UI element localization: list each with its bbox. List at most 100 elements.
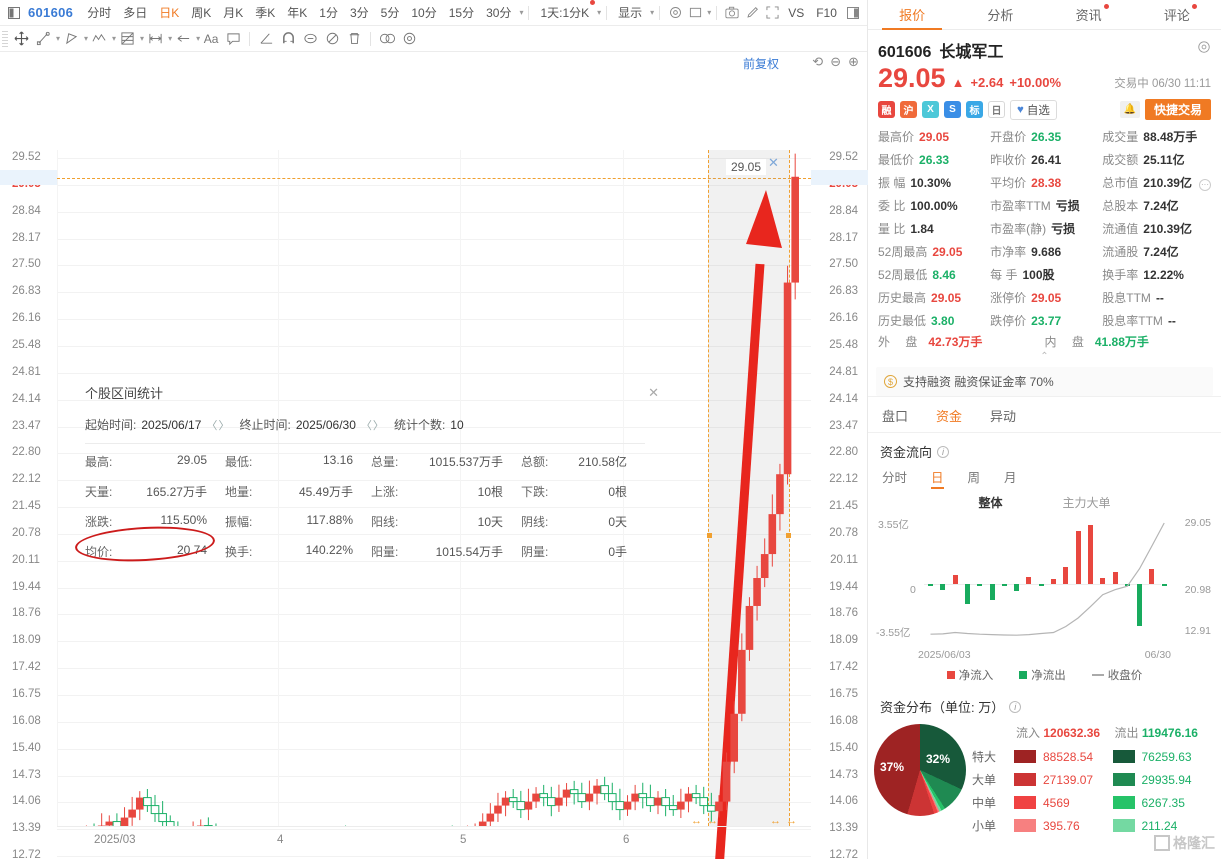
start-stepper-icon[interactable]: 〈 〉 [206,419,229,432]
chevron-up-icon[interactable]: ⌃ [1040,351,1049,363]
period-fenshi[interactable]: 分时 [87,6,112,20]
camera-icon[interactable] [722,3,742,23]
chevron-down-icon[interactable]: ▾ [519,8,524,17]
magnet-tool-icon[interactable] [277,28,299,50]
flow-view-overall[interactable]: 整体 [978,496,1003,511]
symbol-code[interactable]: 601606 [28,5,74,20]
chevron-down-icon-t1[interactable]: ▾ [56,34,61,43]
y-tick-right-10: 23.47 [829,419,858,432]
quick-trade-button[interactable]: 快捷交易 [1144,99,1211,121]
add-to-watchlist-button[interactable]: ♥ 自选 [1010,99,1057,120]
more-info-icon[interactable]: ··· [1199,178,1211,191]
undo-icon[interactable]: ⟲ [812,54,824,69]
tab-news[interactable]: 资讯 [1045,0,1133,29]
panel-layout-icon[interactable] [4,3,24,23]
indicator-gear-icon[interactable] [665,3,685,23]
scroll-left-marker[interactable]: ↔ [691,815,702,827]
flow-view-main[interactable]: 主力大单 [1062,496,1111,511]
flow-period-week[interactable]: 周 [967,471,981,486]
period-quarterk[interactable]: 季K [255,6,276,20]
multi-period-selector[interactable]: 1天:1分K [534,0,595,21]
period-5m[interactable]: 5分 [380,6,400,20]
period-duori[interactable]: 多日 [123,6,148,20]
bell-icon[interactable]: 🔔 [1119,101,1140,119]
selection-drag-left[interactable]: ↔ [707,815,718,827]
chevron-down-icon-4[interactable]: ▾ [707,8,712,17]
chevron-down-icon-3[interactable]: ▾ [650,8,655,17]
polygon-tool-icon[interactable] [60,28,82,50]
sidebar-toggle-icon[interactable] [843,3,863,23]
period-monthk[interactable]: 月K [223,6,244,20]
section-tab-funds[interactable]: 资金 [936,409,963,425]
measure-tool-icon[interactable] [144,28,166,50]
zoom-in-icon[interactable]: ⊕ [848,54,859,69]
flow-period-intraday[interactable]: 分时 [882,471,908,486]
badge-report[interactable]: 日 [988,101,1005,119]
selection-drag-right[interactable]: ↔ [770,815,781,827]
angle-tool-icon[interactable] [255,28,277,50]
selection-handle-right[interactable] [786,533,791,538]
tab-comments[interactable]: 评论 [1133,0,1221,29]
badge-margin[interactable]: 融 [878,101,895,119]
period-10m[interactable]: 10分 [411,6,437,20]
period-yeark[interactable]: 年K [287,6,308,20]
trash-tool-icon[interactable] [343,28,365,50]
pencil-icon[interactable] [742,3,762,23]
start-time-value[interactable]: 2025/06/17 [141,417,202,432]
wave-tool-icon[interactable] [88,28,110,50]
section-tab-orderbook[interactable]: 盘口 [882,409,909,425]
end-stepper-icon[interactable]: 〈 〉 [360,419,384,432]
y-tick-right-0: 29.52 [829,151,858,163]
hide-tool-icon[interactable] [321,28,343,50]
drag-handle[interactable] [2,30,8,47]
period-weekk[interactable]: 周K [191,6,212,20]
period-1m[interactable]: 1分 [319,6,338,20]
link-tool-icon[interactable] [376,28,398,50]
move-tool-icon[interactable] [10,28,32,50]
fund-flow-chart[interactable]: 3.55亿 0 -3.55亿 29.05 20.98 12.91 2025/06… [876,513,1213,663]
metric-value-14: 210.39亿 [1143,222,1192,237]
selection-handle-left[interactable] [707,533,712,538]
lock-tool-icon[interactable] [299,28,321,50]
info-icon[interactable]: i [937,445,950,458]
layout-split-icon[interactable] [685,3,705,23]
note-tool-icon[interactable] [222,28,244,50]
f10-button[interactable]: F10 [816,5,837,20]
chevron-down-icon-t3[interactable]: ▾ [112,34,117,43]
period-dayk[interactable]: 日K [159,6,180,20]
flow-period-month[interactable]: 月 [1004,471,1017,486]
scroll-right-marker[interactable]: ↔ [786,815,797,827]
tab-analysis[interactable]: 分析 [956,0,1044,29]
zoom-out-icon[interactable]: ⊖ [830,54,842,69]
badge-exchange[interactable]: 沪 [900,101,917,119]
tab-quote[interactable]: 报价 [868,0,956,30]
chevron-down-icon-t4[interactable]: ▾ [140,34,145,43]
display-menu[interactable]: 显示 [618,6,643,20]
badge-tag[interactable]: 标 [966,101,983,119]
chevron-down-icon-t5[interactable]: ▾ [168,34,173,43]
badge-s[interactable]: S [944,101,961,119]
period-15m[interactable]: 15分 [448,6,475,20]
end-time-value[interactable]: 2025/06/30 [295,417,356,432]
flow-period-day[interactable]: 日 [931,467,944,490]
line-tool-icon[interactable] [32,28,54,50]
fib-tool-icon[interactable] [116,28,138,50]
period-3m[interactable]: 3分 [349,6,369,20]
chevron-down-icon-t2[interactable]: ▾ [84,34,89,43]
chevron-down-icon-t6[interactable]: ▾ [196,34,201,43]
text-tool-icon[interactable]: Aa [203,31,219,46]
info-icon-2[interactable]: i [1009,700,1022,713]
period-30m[interactable]: 30分 [486,6,512,20]
chevron-down-icon-2[interactable]: ▾ [597,8,602,17]
arrow-tool-icon[interactable] [172,28,194,50]
fullscreen-icon[interactable] [762,3,782,23]
price-tag-close-icon[interactable]: ✕ [768,155,779,170]
gear-icon[interactable] [1197,40,1211,59]
badge-x[interactable]: X [922,101,939,119]
adjust-price-toggle[interactable]: 前复权 [742,57,779,71]
stat-label-3-2: 阳量: [371,545,399,559]
vs-compare-button[interactable]: VS [788,5,805,20]
settings-tool-icon[interactable] [398,28,420,50]
section-tab-alerts[interactable]: 异动 [990,409,1017,425]
stats-close-icon[interactable]: ✕ [648,385,659,400]
